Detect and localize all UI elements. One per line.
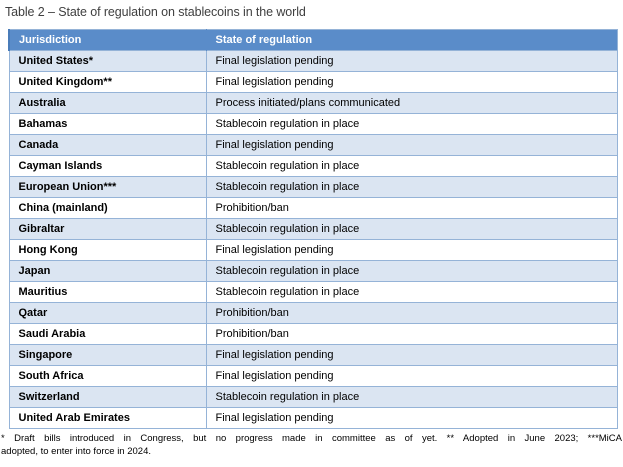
jurisdiction-cell: United States* [8,50,207,72]
table-row: Australia Process initiated/plans communi… [8,92,618,114]
table-row: Singapore Final legislation pending [8,344,618,366]
jurisdiction-cell: Hong Kong [8,239,207,261]
table-row: Gibraltar Stablecoin regulation in place [8,218,618,240]
regulation-state-cell: Prohibition/ban [205,197,618,219]
table-row: Switzerland Stablecoin regulation in plac… [8,386,618,408]
header-row: Jurisdiction State of regulation [8,29,617,51]
table-row: China (mainland) Prohibition/ban [8,197,618,219]
jurisdiction-cell: Bahamas [8,113,207,135]
table-row: Japan Stablecoin regulation in place [8,260,618,282]
regulation-state-cell: Final legislation pending [205,134,618,156]
regulation-state-cell: Stablecoin regulation in place [205,281,618,303]
regulation-state-cell: Final legislation pending [205,71,618,93]
regulation-state-cell: Process initiated/plans communicated [205,92,618,114]
table-body: United States* Final legislation pending U… [8,50,618,429]
table-row: United Arab Emirates Final legislation pe… [8,407,618,429]
regulation-state-cell: Stablecoin regulation in place [205,176,618,198]
regulation-state-cell: Prohibition/ban [205,323,618,345]
jurisdiction-cell: South Africa [8,365,207,387]
regulation-state-cell: Stablecoin regulation in place [205,155,618,177]
regulation-state-cell: Stablecoin regulation in place [205,113,618,135]
jurisdiction-cell: United Kingdom** [8,71,207,93]
jurisdiction-cell: Canada [8,134,207,156]
footnote: * Draft bills introduced in Congress, bu… [1,432,622,458]
regulation-state-cell: Stablecoin regulation in place [205,218,618,240]
jurisdiction-cell: Mauritius [8,281,207,303]
table-row: Canada Final legislation pending [8,134,618,156]
stablecoin-regulation-table: Jurisdiction State of regulation United … [8,29,618,429]
column-header-state-of-regulation: State of regulation [205,29,617,51]
table-row: Cayman Islands Stablecoin regulation in p… [8,155,618,177]
table-row: United States* Final legislation pending [8,50,618,72]
table-row: Bahamas Stablecoin regulation in place [8,113,618,135]
jurisdiction-cell: European Union*** [8,176,207,198]
table-row: European Union*** Stablecoin regulation i… [8,176,618,198]
jurisdiction-cell: Cayman Islands [8,155,207,177]
table-row: Saudi Arabia Prohibition/ban [8,323,618,345]
footnote-line-2: adopted, to enter into force in 2024. [1,446,151,457]
table-row: Qatar Prohibition/ban [8,302,618,324]
regulation-state-cell: Prohibition/ban [205,302,618,324]
footnote-line-1: * Draft bills introduced in Congress, bu… [1,433,622,444]
jurisdiction-cell: Switzerland [8,386,207,408]
regulation-state-cell: Stablecoin regulation in place [205,260,618,282]
jurisdiction-cell: Japan [8,260,207,282]
table-row: United Kingdom** Final legislation pendin… [8,71,618,93]
jurisdiction-cell: Singapore [8,344,207,366]
column-header-jurisdiction: Jurisdiction [8,29,206,51]
jurisdiction-cell: Gibraltar [8,218,207,240]
regulation-state-cell: Final legislation pending [205,365,618,387]
document-page: Table 2 – State of regulation on stablec… [0,5,623,467]
jurisdiction-cell: China (mainland) [8,197,207,219]
jurisdiction-cell: Saudi Arabia [8,323,207,345]
jurisdiction-cell: United Arab Emirates [8,407,207,429]
table-title: Table 2 – State of regulation on stablec… [5,5,306,19]
regulation-state-cell: Final legislation pending [205,50,618,72]
table-row: South Africa Final legislation pending [8,365,618,387]
regulation-state-cell: Stablecoin regulation in place [205,386,618,408]
table-row: Hong Kong Final legislation pending [8,239,618,261]
regulation-state-cell: Final legislation pending [205,344,618,366]
regulation-state-cell: Final legislation pending [205,239,618,261]
regulation-state-cell: Final legislation pending [205,407,618,429]
jurisdiction-cell: Australia [8,92,207,114]
jurisdiction-cell: Qatar [8,302,207,324]
table-row: Mauritius Stablecoin regulation in place [8,281,618,303]
